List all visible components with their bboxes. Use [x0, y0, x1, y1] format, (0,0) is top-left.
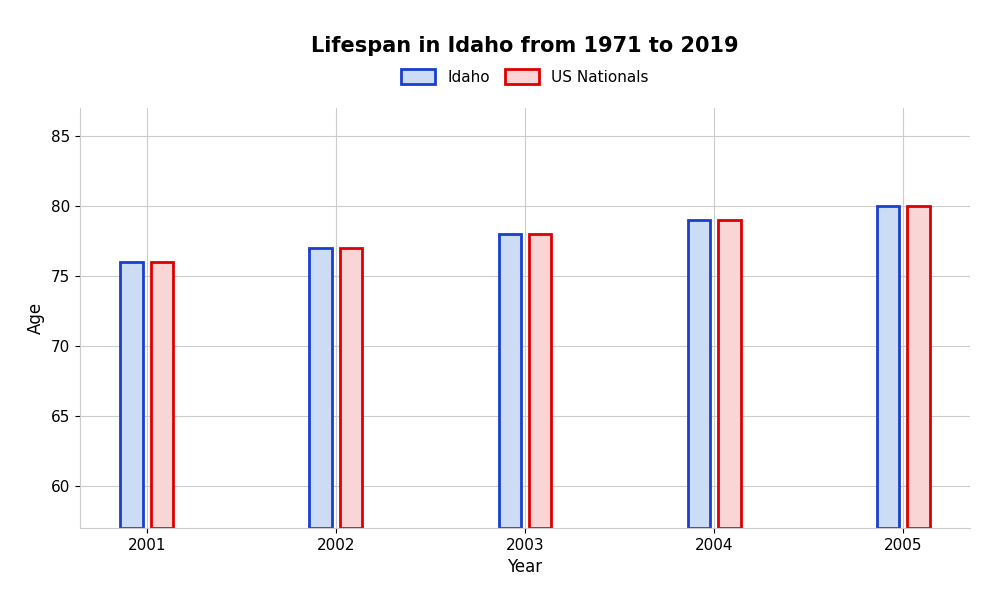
Bar [151, 262, 173, 528]
Bar [529, 234, 551, 528]
Bar [688, 220, 710, 528]
Bar [499, 234, 521, 528]
Bar [309, 248, 332, 528]
X-axis label: Year: Year [507, 558, 543, 576]
Bar [718, 220, 741, 528]
Legend: Idaho, US Nationals: Idaho, US Nationals [394, 61, 656, 92]
Bar [907, 206, 930, 528]
Y-axis label: Age: Age [27, 302, 45, 334]
Title: Lifespan in Idaho from 1971 to 2019: Lifespan in Idaho from 1971 to 2019 [311, 37, 739, 56]
Bar [120, 262, 143, 528]
Bar [340, 248, 362, 528]
Bar [877, 206, 899, 528]
